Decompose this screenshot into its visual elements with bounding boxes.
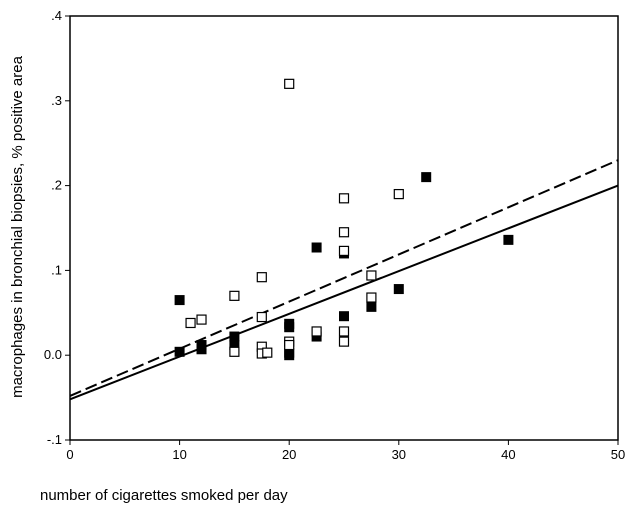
y-axis-title: macrophages in bronchial biopsies, % pos… — [9, 55, 26, 398]
open-square-point — [393, 188, 404, 200]
y-tick-label: .2 — [51, 178, 62, 193]
open-square-point — [338, 326, 350, 337]
open-square-point — [338, 245, 350, 256]
y-tick-label: .3 — [51, 93, 62, 108]
data-points — [174, 78, 514, 361]
y-tick-label: .4 — [51, 8, 62, 23]
x-axis-ticks: 0 10 20 30 40 50 — [66, 440, 625, 462]
open-square-point — [196, 314, 207, 325]
filled-square-point — [311, 242, 322, 253]
filled-square-point — [196, 344, 207, 355]
open-square-point — [256, 272, 267, 283]
dashed-regression-line — [69, 159, 619, 397]
x-tick-label: 20 — [282, 447, 296, 462]
open-square-point — [284, 339, 295, 351]
plot-frame — [69, 15, 619, 441]
filled-square-point — [284, 322, 295, 333]
open-square-point — [284, 78, 295, 89]
filled-square-point — [284, 350, 295, 361]
y-tick-label: -.1 — [47, 432, 62, 447]
filled-square-point — [393, 284, 404, 295]
x-axis-title: number of cigarettes smoked per day — [40, 487, 288, 504]
y-tick-label: .1 — [51, 262, 62, 277]
filled-square-point — [229, 331, 240, 342]
filled-square-point — [174, 346, 185, 357]
filled-square-point — [421, 172, 432, 183]
open-square-point — [185, 317, 196, 329]
open-square-point — [338, 193, 350, 204]
filled-square-point — [366, 301, 377, 312]
open-square-point — [256, 311, 267, 323]
x-tick-label: 50 — [611, 447, 625, 462]
filled-square-point — [174, 295, 185, 306]
filled-square-point — [229, 340, 240, 351]
x-tick-label: 40 — [501, 447, 515, 462]
filled-square-point — [503, 234, 514, 245]
open-square-point — [338, 336, 350, 347]
open-square-point — [366, 270, 377, 281]
plot-area: 0 10 20 30 40 50 -.1 0.0 .1 .2 .3 .4 — [44, 8, 625, 462]
x-tick-label: 30 — [392, 447, 406, 462]
filled-square-point — [339, 311, 349, 322]
open-square-point — [229, 290, 240, 301]
open-square-point — [262, 347, 273, 358]
solid-regression-line — [69, 184, 619, 401]
x-tick-label: 10 — [172, 447, 186, 462]
y-axis-ticks: -.1 0.0 .1 .2 .3 .4 — [44, 8, 70, 447]
y-tick-label: 0.0 — [44, 347, 62, 362]
open-square-point — [338, 227, 350, 238]
x-tick-label: 0 — [66, 447, 73, 462]
open-square-point — [311, 326, 322, 337]
open-square-point — [366, 292, 377, 303]
open-square-point — [229, 346, 240, 357]
regression-lines — [69, 159, 619, 401]
